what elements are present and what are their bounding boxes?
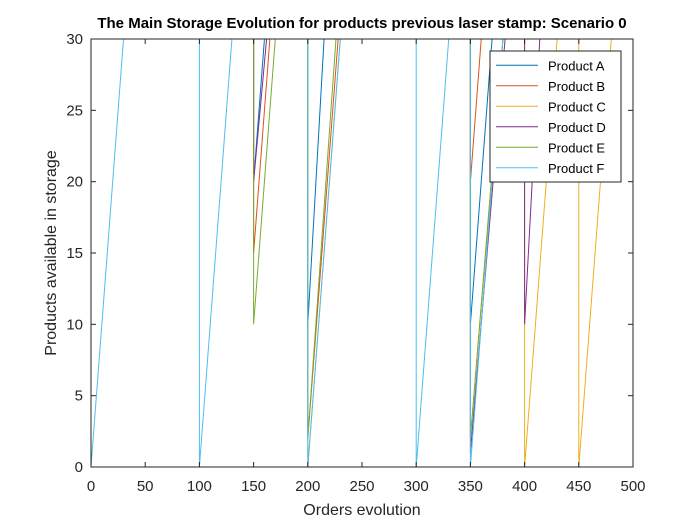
legend-label-4: Product D [548,120,606,135]
x-tick-label: 500 [620,478,645,495]
x-tick-label: 50 [137,478,154,495]
y-tick-label: 20 [66,174,83,191]
legend-label-3: Product C [548,99,606,114]
x-tick-label: 350 [458,478,483,495]
x-tick-label: 200 [295,478,320,495]
y-tick-label: 30 [66,31,83,48]
legend: Product A Product B Product C Product D Prod… [489,50,622,183]
y-axis-label: Products available in storage [43,150,60,356]
chart-title: The Main Storage Evolution for products … [97,15,626,32]
x-axis-label: Orders evolution [303,502,420,519]
legend-label-6: Product F [548,161,604,176]
x-tick-label: 150 [241,478,266,495]
series-layer [91,39,633,467]
x-tick-label: 0 [87,478,95,495]
x-tick-label: 300 [404,478,429,495]
legend-label-5: Product E [548,140,605,155]
legend-label-1: Product A [548,58,605,73]
y-tick-label: 10 [66,316,83,333]
x-tick-label: 400 [512,478,537,495]
legend-box [489,50,622,183]
y-tick-label: 0 [75,459,83,476]
x-tick-label: 100 [187,478,212,495]
x-axis: 0 50 100 150 200 250 300 350 400 450 500 [87,39,646,495]
y-tick-label: 5 [75,388,83,405]
y-tick-label: 25 [66,102,83,119]
legend-label-2: Product B [548,79,605,94]
series-line-6 [91,39,633,467]
x-tick-label: 450 [566,478,591,495]
y-tick-label: 15 [66,245,83,262]
x-tick-label: 250 [349,478,374,495]
y-axis: 0 5 10 15 20 25 30 [66,31,633,476]
